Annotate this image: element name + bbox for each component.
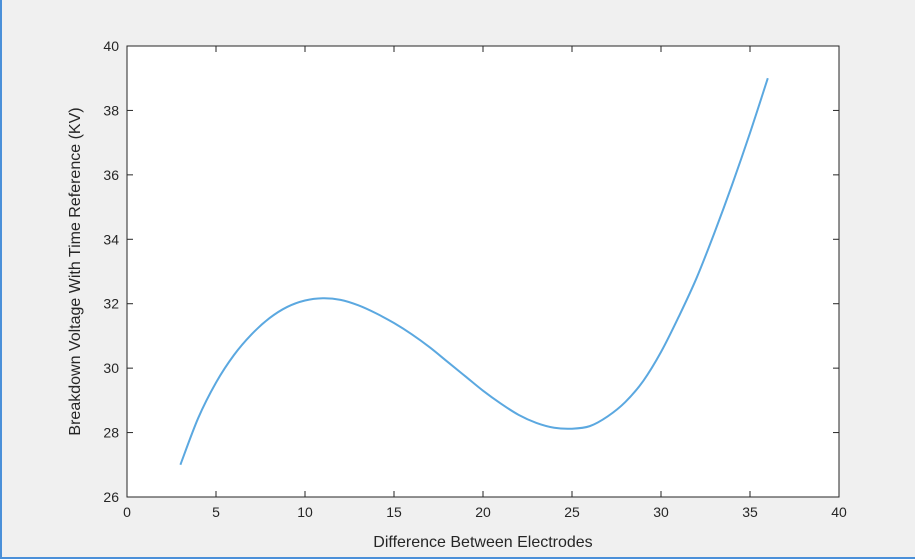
axes-box xyxy=(126,45,840,498)
y-tick-label: 38 xyxy=(103,102,119,118)
y-tick-label: 28 xyxy=(103,425,119,441)
plot-area xyxy=(127,46,839,497)
x-axis-label: Difference Between Electrodes xyxy=(373,534,592,551)
y-tick-label: 36 xyxy=(103,167,119,183)
x-tick-label: 25 xyxy=(564,504,580,520)
x-tick-label: 5 xyxy=(212,504,220,520)
y-tick-label: 26 xyxy=(103,489,119,505)
y-tick-label: 34 xyxy=(103,231,119,247)
series-layer xyxy=(179,77,769,466)
y-tick-label: 30 xyxy=(103,360,119,376)
x-tick-label: 40 xyxy=(831,504,847,520)
y-tick-label: 40 xyxy=(103,38,119,54)
y-axis-ticks: 26 28 30 32 34 36 38 40 xyxy=(103,38,839,505)
x-tick-label: 20 xyxy=(475,504,491,520)
x-tick-label: 35 xyxy=(742,504,758,520)
y-tick-label: 32 xyxy=(103,296,119,312)
x-axis-ticks: 0 5 10 15 20 25 30 35 40 xyxy=(123,46,847,520)
x-tick-label: 10 xyxy=(297,504,313,520)
y-axis-label: Breakdown Voltage With Time Reference (K… xyxy=(67,107,84,435)
x-tick-label: 15 xyxy=(386,504,402,520)
x-tick-label: 30 xyxy=(653,504,669,520)
x-tick-label: 0 xyxy=(123,504,131,520)
series-line xyxy=(179,77,769,466)
